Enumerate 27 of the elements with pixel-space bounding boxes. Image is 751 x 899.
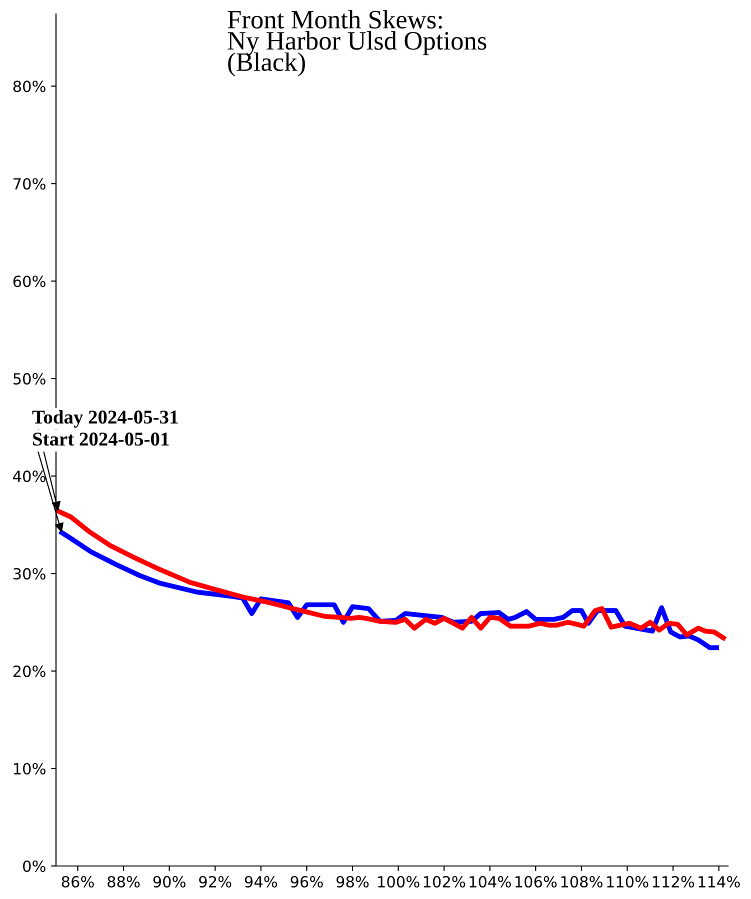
y-tick-label: 60% <box>13 276 46 288</box>
text: Front Month Skews: Ny Harbor Ulsd Options (Black) <box>228 10 486 76</box>
annotation: Today 2024-05-31 <box>32 410 178 428</box>
x-tick-label: 100% <box>378 876 420 888</box>
y-tick-label: 10% <box>14 762 46 775</box>
x-tick-label: 112% <box>652 876 694 888</box>
x-tick-label: 88% <box>108 876 140 888</box>
x-tick-label: 86% <box>62 876 94 888</box>
x-tick-label: 114% <box>698 876 740 888</box>
x-tick-label: 98% <box>336 876 369 888</box>
annotation: Start 2024-05-01 <box>33 432 169 446</box>
y-tick-label: 20% <box>13 666 46 678</box>
x-tick-label: 90% <box>153 876 186 888</box>
x-tick-label: 96% <box>290 876 323 888</box>
x-tick-label: 104% <box>470 876 511 888</box>
y-tick-label: 30% <box>13 568 46 580</box>
x-tick-label: 94% <box>244 876 278 888</box>
y-tick-label: 40% <box>13 470 46 482</box>
y-tick-label: 80% <box>13 80 46 92</box>
y-tick-label: 0% <box>23 860 46 872</box>
x-tick-label: 108% <box>561 876 602 888</box>
x-tick-label: 110% <box>607 876 648 888</box>
x-tick-label: 102% <box>424 876 466 888</box>
y-tick-label: 70% <box>14 178 46 190</box>
x-tick-label: 92% <box>199 876 232 888</box>
y-tick-label: 50% <box>14 373 46 385</box>
x-tick-label: 106% <box>516 876 557 888</box>
